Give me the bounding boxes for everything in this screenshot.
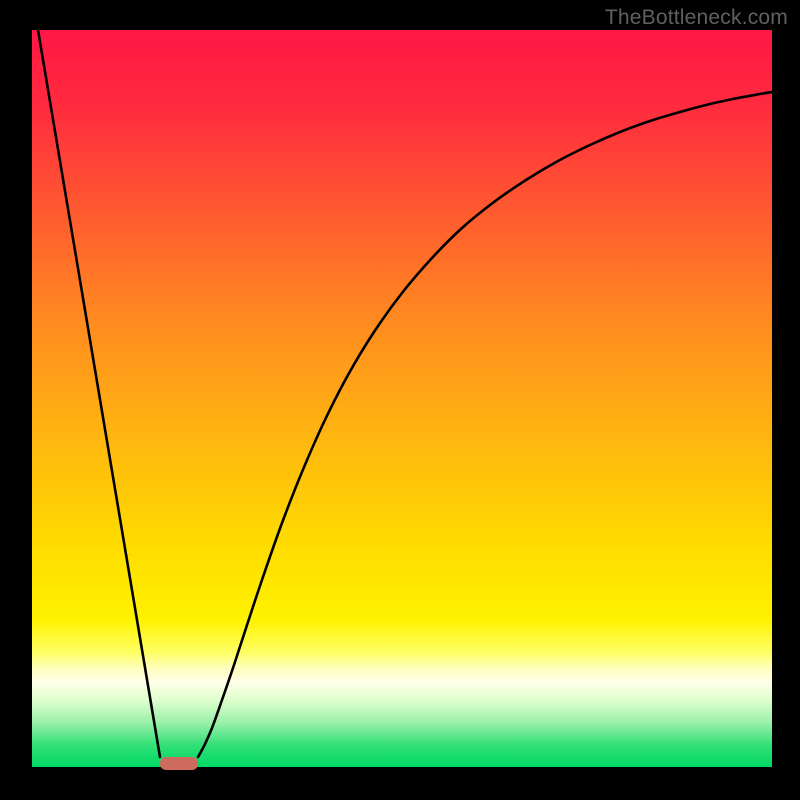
chart-svg [0, 0, 800, 800]
bottleneck-marker [160, 757, 198, 770]
bottleneck-chart: TheBottleneck.com [0, 0, 800, 800]
watermark-text: TheBottleneck.com [605, 6, 788, 30]
